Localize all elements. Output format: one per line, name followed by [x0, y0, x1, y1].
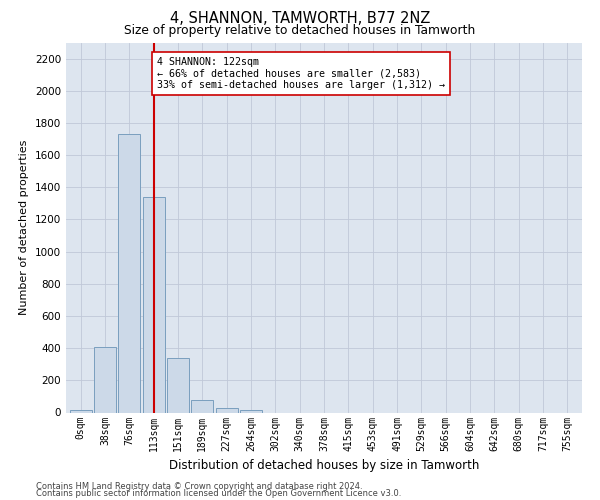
- Text: 4, SHANNON, TAMWORTH, B77 2NZ: 4, SHANNON, TAMWORTH, B77 2NZ: [170, 11, 430, 26]
- Y-axis label: Number of detached properties: Number of detached properties: [19, 140, 29, 315]
- Bar: [167, 358, 189, 412]
- Text: Contains HM Land Registry data © Crown copyright and database right 2024.: Contains HM Land Registry data © Crown c…: [36, 482, 362, 491]
- Text: Size of property relative to detached houses in Tamworth: Size of property relative to detached ho…: [124, 24, 476, 37]
- Bar: [191, 400, 213, 412]
- Bar: [215, 408, 238, 412]
- Text: 4 SHANNON: 122sqm
← 66% of detached houses are smaller (2,583)
33% of semi-detac: 4 SHANNON: 122sqm ← 66% of detached hous…: [157, 57, 445, 90]
- Bar: [240, 410, 262, 412]
- Bar: [118, 134, 140, 412]
- Text: Contains public sector information licensed under the Open Government Licence v3: Contains public sector information licen…: [36, 489, 401, 498]
- Bar: [70, 410, 92, 412]
- Bar: [94, 346, 116, 412]
- X-axis label: Distribution of detached houses by size in Tamworth: Distribution of detached houses by size …: [169, 459, 479, 472]
- Bar: [143, 197, 164, 412]
